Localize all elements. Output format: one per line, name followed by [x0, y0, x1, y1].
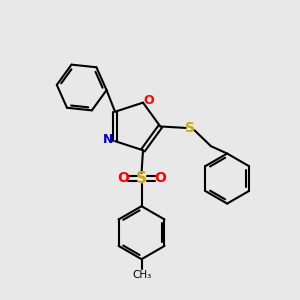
Text: S: S — [136, 171, 147, 186]
Text: CH₃: CH₃ — [132, 270, 151, 280]
Text: O: O — [154, 171, 166, 185]
Text: O: O — [143, 94, 154, 107]
Text: O: O — [117, 171, 129, 185]
Text: S: S — [185, 121, 195, 135]
Text: N: N — [103, 133, 114, 146]
